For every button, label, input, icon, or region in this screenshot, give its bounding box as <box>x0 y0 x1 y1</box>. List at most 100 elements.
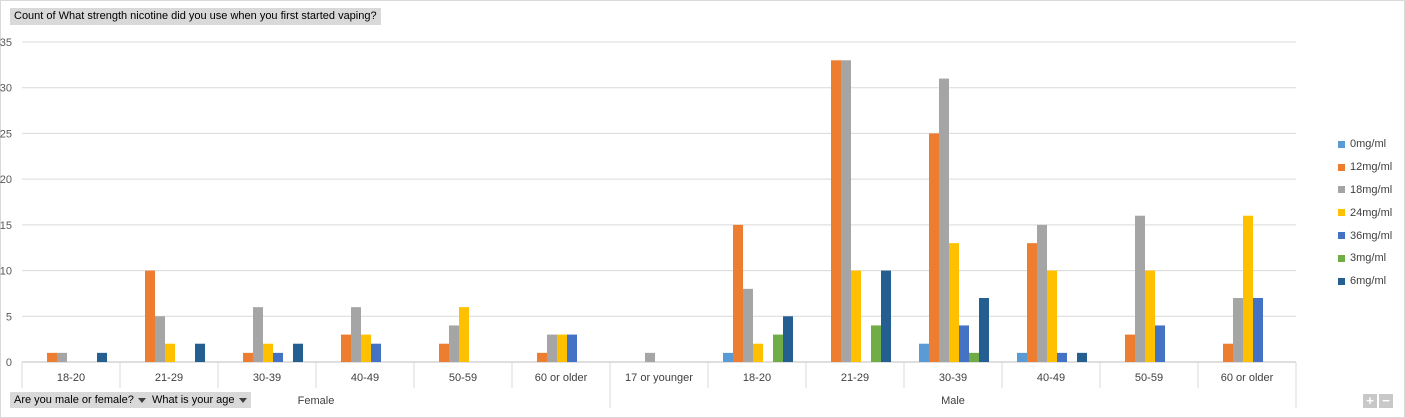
gender-filter-button[interactable]: Are you male or female? <box>10 392 150 408</box>
bar <box>1243 215 1253 362</box>
legend-item: 18mg/ml <box>1338 179 1392 202</box>
bar <box>243 352 253 362</box>
value-field-button[interactable]: Count of What strength nicotine did you … <box>10 8 381 25</box>
group-label: Female <box>298 395 335 407</box>
bar <box>753 343 763 362</box>
bar <box>1223 343 1233 362</box>
legend-item: 3mg/ml <box>1338 247 1392 270</box>
legend-item: 12mg/ml <box>1338 156 1392 179</box>
bar <box>537 352 547 362</box>
bar <box>645 352 655 362</box>
bar <box>881 270 891 362</box>
y-tick-label: 15 <box>0 220 12 232</box>
y-tick-label: 35 <box>0 37 12 49</box>
legend: 0mg/ml 12mg/ml 18mg/ml 24mg/ml 36mg/ml 3mg/ml… <box>1338 133 1392 293</box>
bar <box>949 243 959 362</box>
legend-label: 6mg/ml <box>1350 275 1387 288</box>
bar <box>439 343 449 362</box>
bar <box>145 270 155 362</box>
bar <box>449 325 459 362</box>
legend-item: 24mg/ml <box>1338 201 1392 224</box>
x-tick-label: 21-29 <box>841 372 869 384</box>
y-tick-label: 30 <box>0 83 12 95</box>
bar <box>47 352 57 362</box>
x-tick-label: 50-59 <box>449 372 477 384</box>
bar <box>1017 352 1027 362</box>
bar <box>723 352 733 362</box>
bar <box>547 334 557 362</box>
legend-label: 12mg/ml <box>1350 161 1393 174</box>
x-tick-label: 40-49 <box>351 372 379 384</box>
bar <box>293 343 303 362</box>
bar <box>273 352 283 362</box>
x-tick-label: 40-49 <box>1037 372 1065 384</box>
bar <box>459 307 469 362</box>
legend-swatch <box>1338 163 1345 171</box>
legend-swatch <box>1338 232 1345 240</box>
y-tick-label: 0 <box>6 357 12 369</box>
bar <box>733 224 743 362</box>
bar <box>1047 270 1057 362</box>
x-tick-label: 18-20 <box>57 372 85 384</box>
dropdown-arrow-icon <box>238 397 247 403</box>
legend-label: 0mg/ml <box>1350 138 1387 151</box>
bar <box>969 352 979 362</box>
legend-item: 6mg/ml <box>1338 270 1392 293</box>
legend-swatch <box>1338 254 1345 262</box>
legend-swatch <box>1338 140 1345 148</box>
bar <box>1125 334 1135 362</box>
legend-swatch <box>1338 277 1345 285</box>
bar <box>361 334 371 362</box>
bar <box>557 334 567 362</box>
bar <box>371 343 381 362</box>
bar <box>919 343 929 362</box>
bar <box>773 334 783 362</box>
bar <box>871 325 881 362</box>
bar <box>253 307 263 362</box>
group-label: Male <box>941 395 965 407</box>
bar <box>831 60 841 363</box>
x-tick-label: 30-39 <box>939 372 967 384</box>
x-tick-label: 30-39 <box>253 372 281 384</box>
age-filter-label: What is your age <box>152 394 235 406</box>
bar <box>195 343 205 362</box>
bar <box>1145 270 1155 362</box>
legend-label: 3mg/ml <box>1350 252 1387 265</box>
expand-button[interactable]: + <box>1363 394 1377 408</box>
bar <box>155 316 165 362</box>
bar <box>567 334 577 362</box>
x-tick-label: 18-20 <box>743 372 771 384</box>
x-tick-label: 50-59 <box>1135 372 1163 384</box>
dropdown-arrow-icon <box>137 397 146 403</box>
x-tick-label: 60 or older <box>1221 372 1274 384</box>
y-tick-label: 5 <box>6 311 12 323</box>
bar <box>165 343 175 362</box>
bar <box>743 288 753 362</box>
bar <box>783 316 793 362</box>
bar <box>57 352 67 362</box>
bar <box>851 270 861 362</box>
bar <box>1233 298 1243 362</box>
x-tick-label: 17 or younger <box>625 372 693 384</box>
x-tick-label: 60 or older <box>535 372 588 384</box>
legend-label: 18mg/ml <box>1350 183 1393 196</box>
bar <box>1253 298 1263 362</box>
x-tick-label: 21-29 <box>155 372 183 384</box>
legend-swatch <box>1338 186 1345 194</box>
bar <box>263 343 273 362</box>
legend-item: 36mg/ml <box>1338 224 1392 247</box>
collapse-button[interactable]: − <box>1379 394 1393 408</box>
y-tick-label: 10 <box>0 266 12 278</box>
y-tick-label: 25 <box>0 128 12 140</box>
bar <box>97 352 107 362</box>
legend-swatch <box>1338 209 1345 217</box>
age-filter-button[interactable]: What is your age <box>148 392 251 408</box>
bar <box>1155 325 1165 362</box>
bar <box>1135 215 1145 362</box>
bar <box>351 307 361 362</box>
bar <box>979 298 989 362</box>
y-tick-label: 20 <box>0 174 12 186</box>
bar <box>959 325 969 362</box>
bar <box>1077 352 1087 362</box>
